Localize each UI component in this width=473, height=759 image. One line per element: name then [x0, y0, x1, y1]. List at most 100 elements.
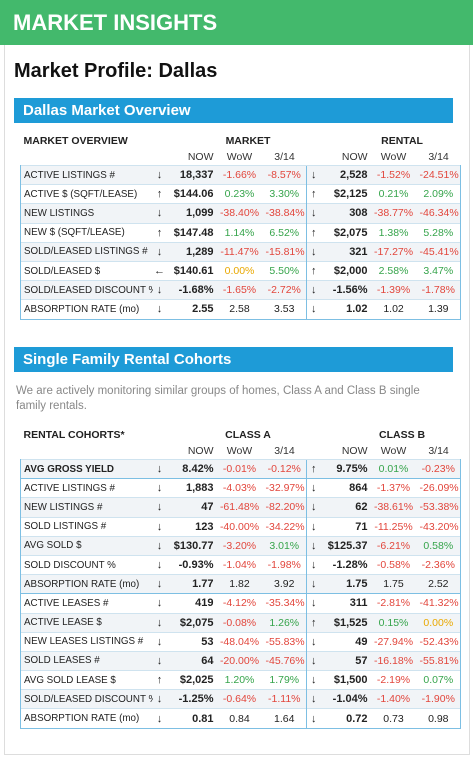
change-value: 1.02: [370, 299, 417, 320]
table-row: NEW LISTINGS ↓ 1,099 -38.40% -38.84% ↓ 308 -38.…: [20, 203, 462, 224]
change-value: -38.84%: [262, 203, 307, 224]
now-value: 62: [320, 497, 371, 518]
change-value: -82.20%: [262, 497, 307, 518]
table-row: ABSORPTION RATE (mo) ↓ 1.77 1.82 3.92 ↓ 1.75 1.…: [20, 574, 462, 594]
trend-arrow: ↓: [152, 299, 167, 320]
now-value: $2,075: [166, 612, 217, 633]
table-row: AVG SOLD $ ↓ $130.77 -3.20% 3.01% ↓ $125.37 -6.…: [20, 535, 462, 556]
row-label: SOLD/LEASED LISTINGS #: [20, 241, 153, 262]
change-value: -53.38%: [416, 497, 462, 518]
now-value: 1,099: [166, 203, 217, 224]
now-value: 49: [320, 631, 371, 652]
column-header: WoW: [380, 151, 407, 163]
change-value: -1.98%: [262, 554, 307, 575]
section-title: Dallas Market Overview: [14, 98, 453, 123]
trend-arrow: ↓: [306, 280, 321, 300]
trend-arrow: ↑: [306, 260, 321, 281]
now-value: 53: [166, 631, 217, 652]
table-row: NEW LISTINGS # ↓ 47 -61.48% -82.20% ↓ 62 -38.61…: [20, 497, 462, 518]
spacer: [21, 443, 153, 460]
table-row: ABSORPTION RATE (mo) ↓ 2.55 2.58 3.53 ↓ 1.02 1.…: [20, 299, 462, 320]
column-header: WoW: [226, 445, 253, 457]
change-value: -20.00%: [216, 650, 263, 671]
change-value: -8.57%: [262, 164, 307, 185]
change-value: -35.34%: [262, 593, 307, 613]
column-header: NOW: [187, 151, 214, 163]
change-value: -38.40%: [216, 203, 263, 224]
spacer: [307, 149, 321, 166]
table-row: ACTIVE LEASES # ↓ 419 -4.12% -35.34% ↓ 311 -2.8…: [20, 593, 462, 613]
column-header: 3/14: [274, 151, 295, 163]
subheader-row: NOW WoW 3/14 NOW WoW 3/14: [21, 149, 461, 166]
trend-arrow: ↓: [152, 164, 167, 185]
change-value: 3.01%: [262, 535, 307, 556]
row-label: AVG GROSS YIELD: [20, 458, 153, 479]
now-value: 57: [320, 650, 371, 671]
trend-arrow: ↓: [152, 535, 167, 556]
change-value: 0.07%: [416, 670, 462, 690]
now-value: $2,000: [320, 260, 371, 281]
table-row: SOLD DISCOUNT % ↓ -0.93% -1.04% -1.98% ↓ -1.28…: [20, 554, 462, 575]
change-value: 2.58%: [370, 260, 417, 281]
change-value: -0.08%: [216, 612, 263, 633]
row-label: ACTIVE $ (SQFT/LEASE): [20, 184, 153, 204]
now-value: 2,528: [320, 164, 371, 185]
corner-label: RENTAL COHORTS*: [23, 428, 125, 441]
now-value: 864: [320, 478, 371, 498]
change-value: 1.79%: [262, 670, 307, 690]
table-row: ACTIVE LISTINGS # ↓ 1,883 -4.03% -32.97% ↓ 864…: [20, 478, 462, 498]
now-value: $2,125: [320, 184, 371, 204]
table-row: ACTIVE $ (SQFT/LEASE) ↑ $144.06 0.23% 3.30% ↑…: [20, 184, 462, 204]
now-value: $1,525: [320, 612, 371, 633]
trend-arrow: ↓: [306, 497, 321, 518]
trend-arrow: ↓: [152, 241, 167, 262]
row-label: AVG SOLD LEASE $: [20, 670, 153, 690]
trend-arrow: ↓: [152, 516, 167, 537]
trend-arrow: ↓: [152, 612, 167, 633]
change-value: -45.76%: [262, 650, 307, 671]
now-value: $2,025: [166, 670, 217, 690]
change-value: -3.20%: [216, 535, 263, 556]
trend-arrow: ↓: [306, 574, 321, 594]
change-value: -4.12%: [216, 593, 263, 613]
group-label: CLASS A: [225, 428, 271, 441]
change-value: -2.19%: [370, 670, 417, 690]
table-row: NEW $ (SQFT/LEASE) ↑ $147.48 1.14% 6.52% ↑ $2,…: [20, 222, 462, 243]
change-value: 0.23%: [216, 184, 263, 204]
table-row: ACTIVE LEASE $ ↓ $2,075 -0.08% 1.26% ↑ $1,525 0…: [20, 612, 462, 633]
change-value: -48.04%: [216, 631, 263, 652]
change-value: -55.81%: [416, 650, 462, 671]
table-row: NEW LEASES LISTINGS # ↓ 53 -48.04% -55.83% ↓ 4…: [20, 631, 462, 652]
spacer: [153, 443, 167, 460]
now-value: -0.93%: [166, 554, 217, 575]
trend-arrow: ↓: [152, 554, 167, 575]
change-value: 0.01%: [370, 458, 417, 479]
trend-arrow: ↓: [152, 203, 167, 224]
change-value: -0.64%: [216, 689, 263, 709]
profile-title: Market Profile: Dallas: [14, 60, 218, 82]
section-description: We are actively monitoring similar group…: [16, 385, 420, 412]
trend-arrow: ↑: [152, 670, 167, 690]
change-value: 3.92: [262, 574, 307, 594]
trend-arrow: ↓: [306, 516, 321, 537]
group-label: MARKET: [225, 134, 271, 147]
row-label: NEW LISTINGS: [20, 203, 153, 224]
change-value: -38.77%: [370, 203, 417, 224]
change-value: -46.34%: [416, 203, 462, 224]
row-label: AVG SOLD $: [20, 535, 153, 556]
change-value: 1.82: [216, 574, 263, 594]
group-label: CLASS B: [378, 428, 426, 441]
now-value: -1.04%: [320, 689, 371, 709]
now-value: 0.72: [320, 708, 371, 729]
change-value: -0.12%: [262, 458, 307, 479]
change-value: 2.58: [216, 299, 263, 320]
row-label: ABSORPTION RATE (mo): [20, 299, 153, 320]
change-value: -1.04%: [216, 554, 263, 575]
trend-arrow: ↓: [306, 670, 321, 690]
change-value: 0.00%: [416, 612, 462, 633]
change-value: -1.78%: [416, 280, 462, 300]
trend-arrow: ↑: [306, 184, 321, 204]
change-value: -15.81%: [262, 241, 307, 262]
column-header: NOW: [341, 151, 368, 163]
now-value: 47: [166, 497, 217, 518]
